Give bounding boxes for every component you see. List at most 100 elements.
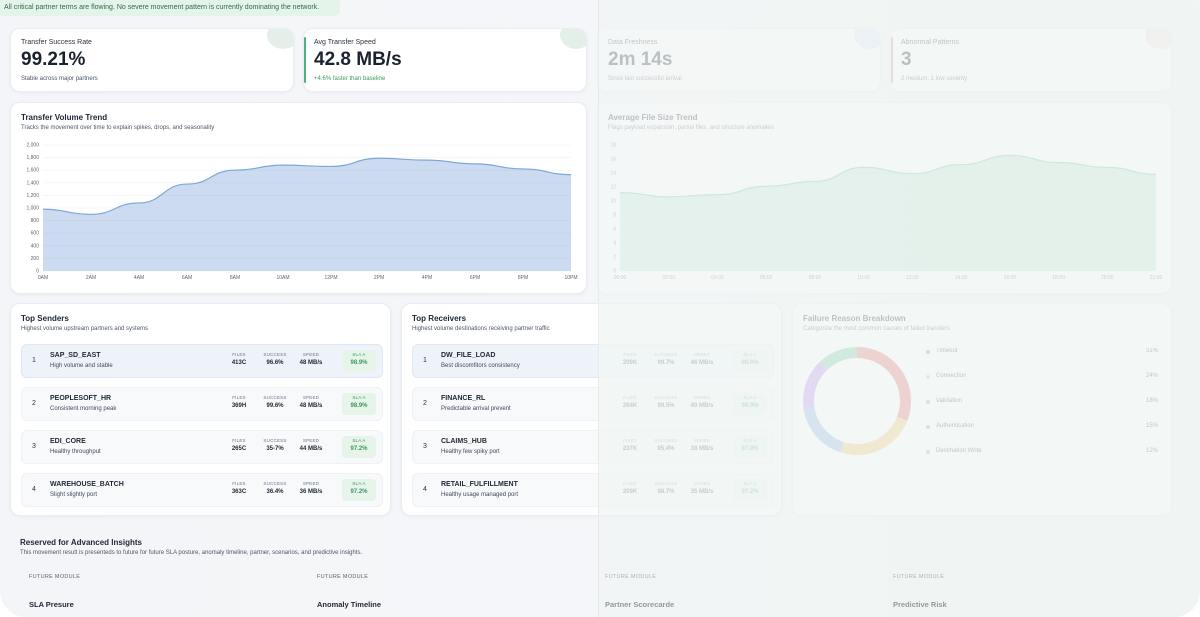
card-title: Transfer Volume Trend bbox=[21, 113, 108, 122]
x-tick-label: 8AM bbox=[230, 275, 240, 281]
insights-section: Reserved for Advanced Insights This move… bbox=[10, 528, 1172, 617]
y-tick-label: 2,000 bbox=[26, 143, 39, 149]
kpi-label: Data Freshness bbox=[608, 39, 658, 46]
list-item[interactable]: 4 WAREHOUSE_BATCH Slight slightly port FILE… bbox=[21, 473, 383, 507]
kpi-data-freshness[interactable]: Data Freshness 2m 14s Since last success… bbox=[597, 28, 881, 92]
y-tick-label: 600 bbox=[31, 231, 40, 237]
kpi-label: Avg Transfer Speed bbox=[314, 39, 376, 46]
stat-value: 96.6% bbox=[266, 360, 284, 366]
stat-label: SPEED bbox=[302, 438, 320, 443]
stat-sla: SLA A 97.2% bbox=[342, 436, 376, 458]
card-decoration bbox=[854, 29, 880, 49]
partner-name: CLAIMS_HUB bbox=[441, 438, 487, 445]
y-tick-label: 10 bbox=[610, 199, 616, 205]
x-tick-label: 10:00 bbox=[857, 275, 870, 281]
partner-name: EDI_CORE bbox=[50, 438, 86, 445]
y-tick-label: 14 bbox=[610, 171, 616, 177]
legend-value: 12% bbox=[1145, 448, 1158, 454]
failure-breakdown-card: Failure Reason Breakdown Categorize the … bbox=[792, 303, 1172, 516]
card-subtitle: Tracks the movement over time to explain… bbox=[21, 125, 215, 131]
stat-value: 99.6% bbox=[266, 403, 284, 409]
module-title: Anomaly Timeline bbox=[317, 600, 382, 609]
list-item[interactable]: 2 PEOPLESOFT_HR Consistent morning peak FIL… bbox=[21, 387, 383, 421]
stat-label: SLA A bbox=[352, 395, 366, 400]
legend-value: 31% bbox=[1145, 348, 1158, 354]
stat-value: 36.4% bbox=[266, 489, 284, 495]
module-title: Partner Scorecarde bbox=[605, 600, 675, 609]
y-tick-label: 0 bbox=[613, 269, 616, 275]
y-tick-label: 4 bbox=[613, 241, 616, 247]
partner-name: FINANCE_RL bbox=[441, 395, 486, 402]
partner-description: Healthy throughput bbox=[50, 449, 101, 455]
stat-files: FILES 369H bbox=[222, 395, 256, 409]
x-tick-label: 2PM bbox=[374, 275, 384, 281]
x-tick-label: 6AM bbox=[182, 275, 192, 281]
legend-item: Timeout 31% bbox=[926, 348, 1158, 358]
stat-value: 363C bbox=[231, 489, 247, 495]
rank-number: 4 bbox=[423, 486, 427, 493]
top-receivers-card: Top Receivers Highest volume destination… bbox=[401, 303, 782, 516]
volume-trend-card: Transfer Volume Trend Tracks the movemen… bbox=[10, 102, 587, 294]
top-senders-card: Top Senders Highest volume upstream part… bbox=[10, 303, 391, 516]
stat-files: FILES 265C bbox=[222, 438, 256, 452]
list-item[interactable]: 1 SAP_SD_EAST High volume and stable FILES 4… bbox=[21, 344, 383, 378]
stat-label: FILES bbox=[232, 438, 246, 443]
stat-value: 413C bbox=[231, 360, 247, 366]
module-predictive-risk[interactable]: FUTURE MODULE Predictive Risk bbox=[883, 566, 1163, 616]
legend-dot bbox=[926, 375, 930, 379]
partner-description: Healthy few spiky port bbox=[441, 449, 500, 455]
legend-dot bbox=[926, 425, 930, 429]
rank-number: 1 bbox=[423, 357, 427, 364]
kpi-subtext: 2 medium, 1 low severity bbox=[901, 76, 968, 82]
module-label: FUTURE MODULE bbox=[29, 574, 81, 580]
pie-slice bbox=[857, 347, 911, 421]
pie-slice bbox=[803, 406, 844, 453]
kpi-transfer-speed[interactable]: Avg Transfer Speed 42.8 MB/s +4.6% faste… bbox=[303, 28, 587, 92]
x-tick-label: 22:00 bbox=[1150, 275, 1163, 281]
stat-label: FILES bbox=[232, 352, 246, 357]
stat-label: SUCCESS bbox=[263, 438, 287, 443]
stat-label: SUCCESS bbox=[263, 395, 287, 400]
card-accent bbox=[304, 37, 306, 83]
legend-label: Connection bbox=[936, 373, 967, 379]
card-title: Top Receivers bbox=[412, 314, 467, 323]
fade-overlay bbox=[599, 304, 781, 515]
module-label: FUTURE MODULE bbox=[605, 574, 657, 580]
stat-speed: SPEED 48 MB/s bbox=[294, 395, 328, 409]
kpi-success-rate[interactable]: Transfer Success Rate 99.21% Stable acro… bbox=[10, 28, 294, 92]
y-tick-label: 800 bbox=[31, 218, 40, 224]
module-title: SLA Presure bbox=[29, 600, 74, 609]
x-tick-label: 10PM bbox=[564, 275, 577, 281]
rank-number: 1 bbox=[32, 357, 36, 364]
stat-label: SUCCESS bbox=[263, 481, 287, 486]
y-tick-label: 1,400 bbox=[26, 180, 39, 186]
stat-value: 97.2% bbox=[350, 489, 368, 495]
module-partner-scorecard[interactable]: FUTURE MODULE Partner Scorecarde bbox=[595, 566, 875, 616]
x-tick-label: 14:00 bbox=[955, 275, 968, 281]
partner-name: PEOPLESOFT_HR bbox=[50, 395, 112, 402]
legend-label: Destination Write bbox=[936, 448, 982, 454]
module-sla-pressure[interactable]: FUTURE MODULE SLA Presure bbox=[19, 566, 299, 616]
card-decoration bbox=[1145, 29, 1171, 49]
module-anomaly-timeline[interactable]: FUTURE MODULE Anomaly Timeline bbox=[307, 566, 587, 616]
stat-speed: SPEED 48 MB/s bbox=[294, 352, 328, 366]
pie-slice bbox=[820, 347, 857, 370]
x-tick-label: 6PM bbox=[470, 275, 480, 281]
module-label: FUTURE MODULE bbox=[893, 574, 945, 580]
kpi-value: 3 bbox=[901, 49, 912, 70]
x-tick-label: 04:00 bbox=[711, 275, 724, 281]
stat-value: 35-7% bbox=[266, 446, 284, 452]
stat-sla: SLA A 98.9% bbox=[342, 393, 376, 415]
y-tick-label: 18 bbox=[610, 143, 616, 149]
kpi-value: 2m 14s bbox=[608, 49, 673, 70]
file-size-trend-card: Average File Size Trend Flags payload ex… bbox=[597, 102, 1172, 294]
x-tick-label: 2AM bbox=[86, 275, 96, 281]
stat-label: SUCCESS bbox=[263, 352, 287, 357]
x-tick-label: 08:00 bbox=[809, 275, 822, 281]
x-tick-label: 12:00 bbox=[906, 275, 919, 281]
kpi-abnormal-patterns[interactable]: Abnormal Patterns 3 2 medium, 1 low seve… bbox=[890, 28, 1172, 92]
stat-sla: SLA A 98.9% bbox=[342, 350, 376, 372]
partner-description: High volume and stable bbox=[50, 363, 113, 369]
list-item[interactable]: 3 EDI_CORE Healthy throughput FILES 265C SUCC… bbox=[21, 430, 383, 464]
y-tick-label: 400 bbox=[31, 243, 40, 249]
